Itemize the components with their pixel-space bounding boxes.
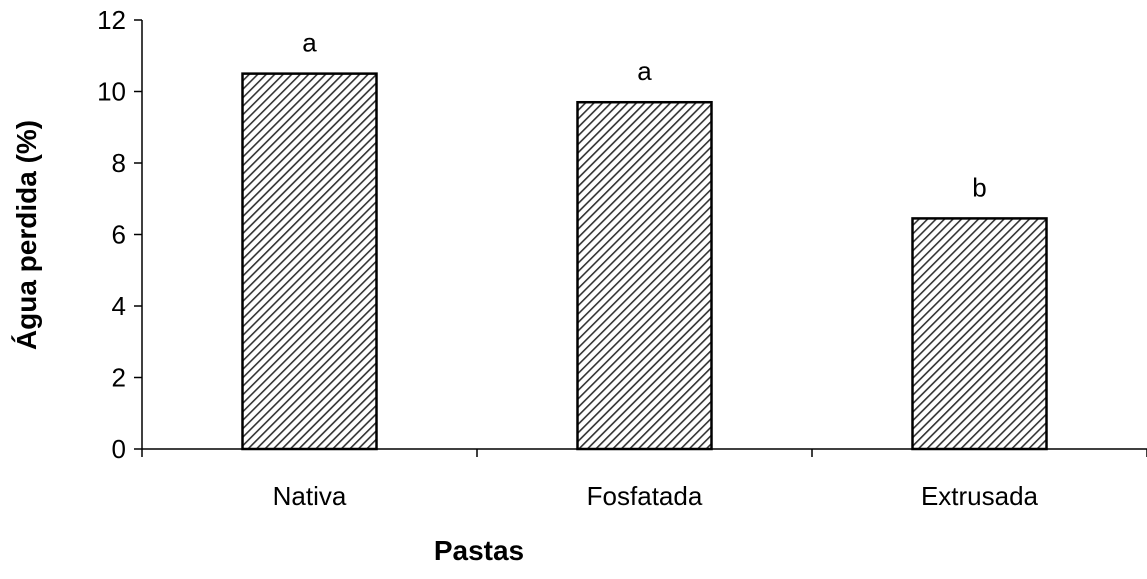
y-tick-label: 0 [112, 434, 126, 464]
x-ticks-group: Nativa Fosfatada Extrusada [141, 449, 1147, 511]
x-tick-label: Nativa [273, 481, 347, 511]
bar-annotation: a [637, 56, 652, 86]
bar-fosfatada [576, 100, 713, 451]
y-tick-label: 8 [112, 148, 126, 178]
y-tick-label: 10 [97, 77, 126, 107]
y-tick-label: 4 [112, 291, 126, 321]
x-axis-title: Pastas [434, 535, 524, 566]
y-axis-title: Água perdida (%) [11, 120, 42, 350]
bar-annotation: a [302, 28, 317, 58]
x-tick-label: Extrusada [921, 481, 1039, 511]
y-tick-label: 12 [97, 5, 126, 35]
y-tick-label: 2 [112, 363, 126, 393]
bar-annotation: b [972, 172, 986, 202]
bar-extrusada [911, 217, 1048, 451]
y-tick-label: 6 [112, 220, 126, 250]
y-ticks-group: 0 2 4 6 8 10 12 [97, 5, 142, 464]
bar-nativa [241, 72, 378, 451]
x-tick-label: Fosfatada [587, 481, 703, 511]
bar-labels-group: a a b [302, 28, 986, 203]
bars-group [241, 72, 1048, 451]
